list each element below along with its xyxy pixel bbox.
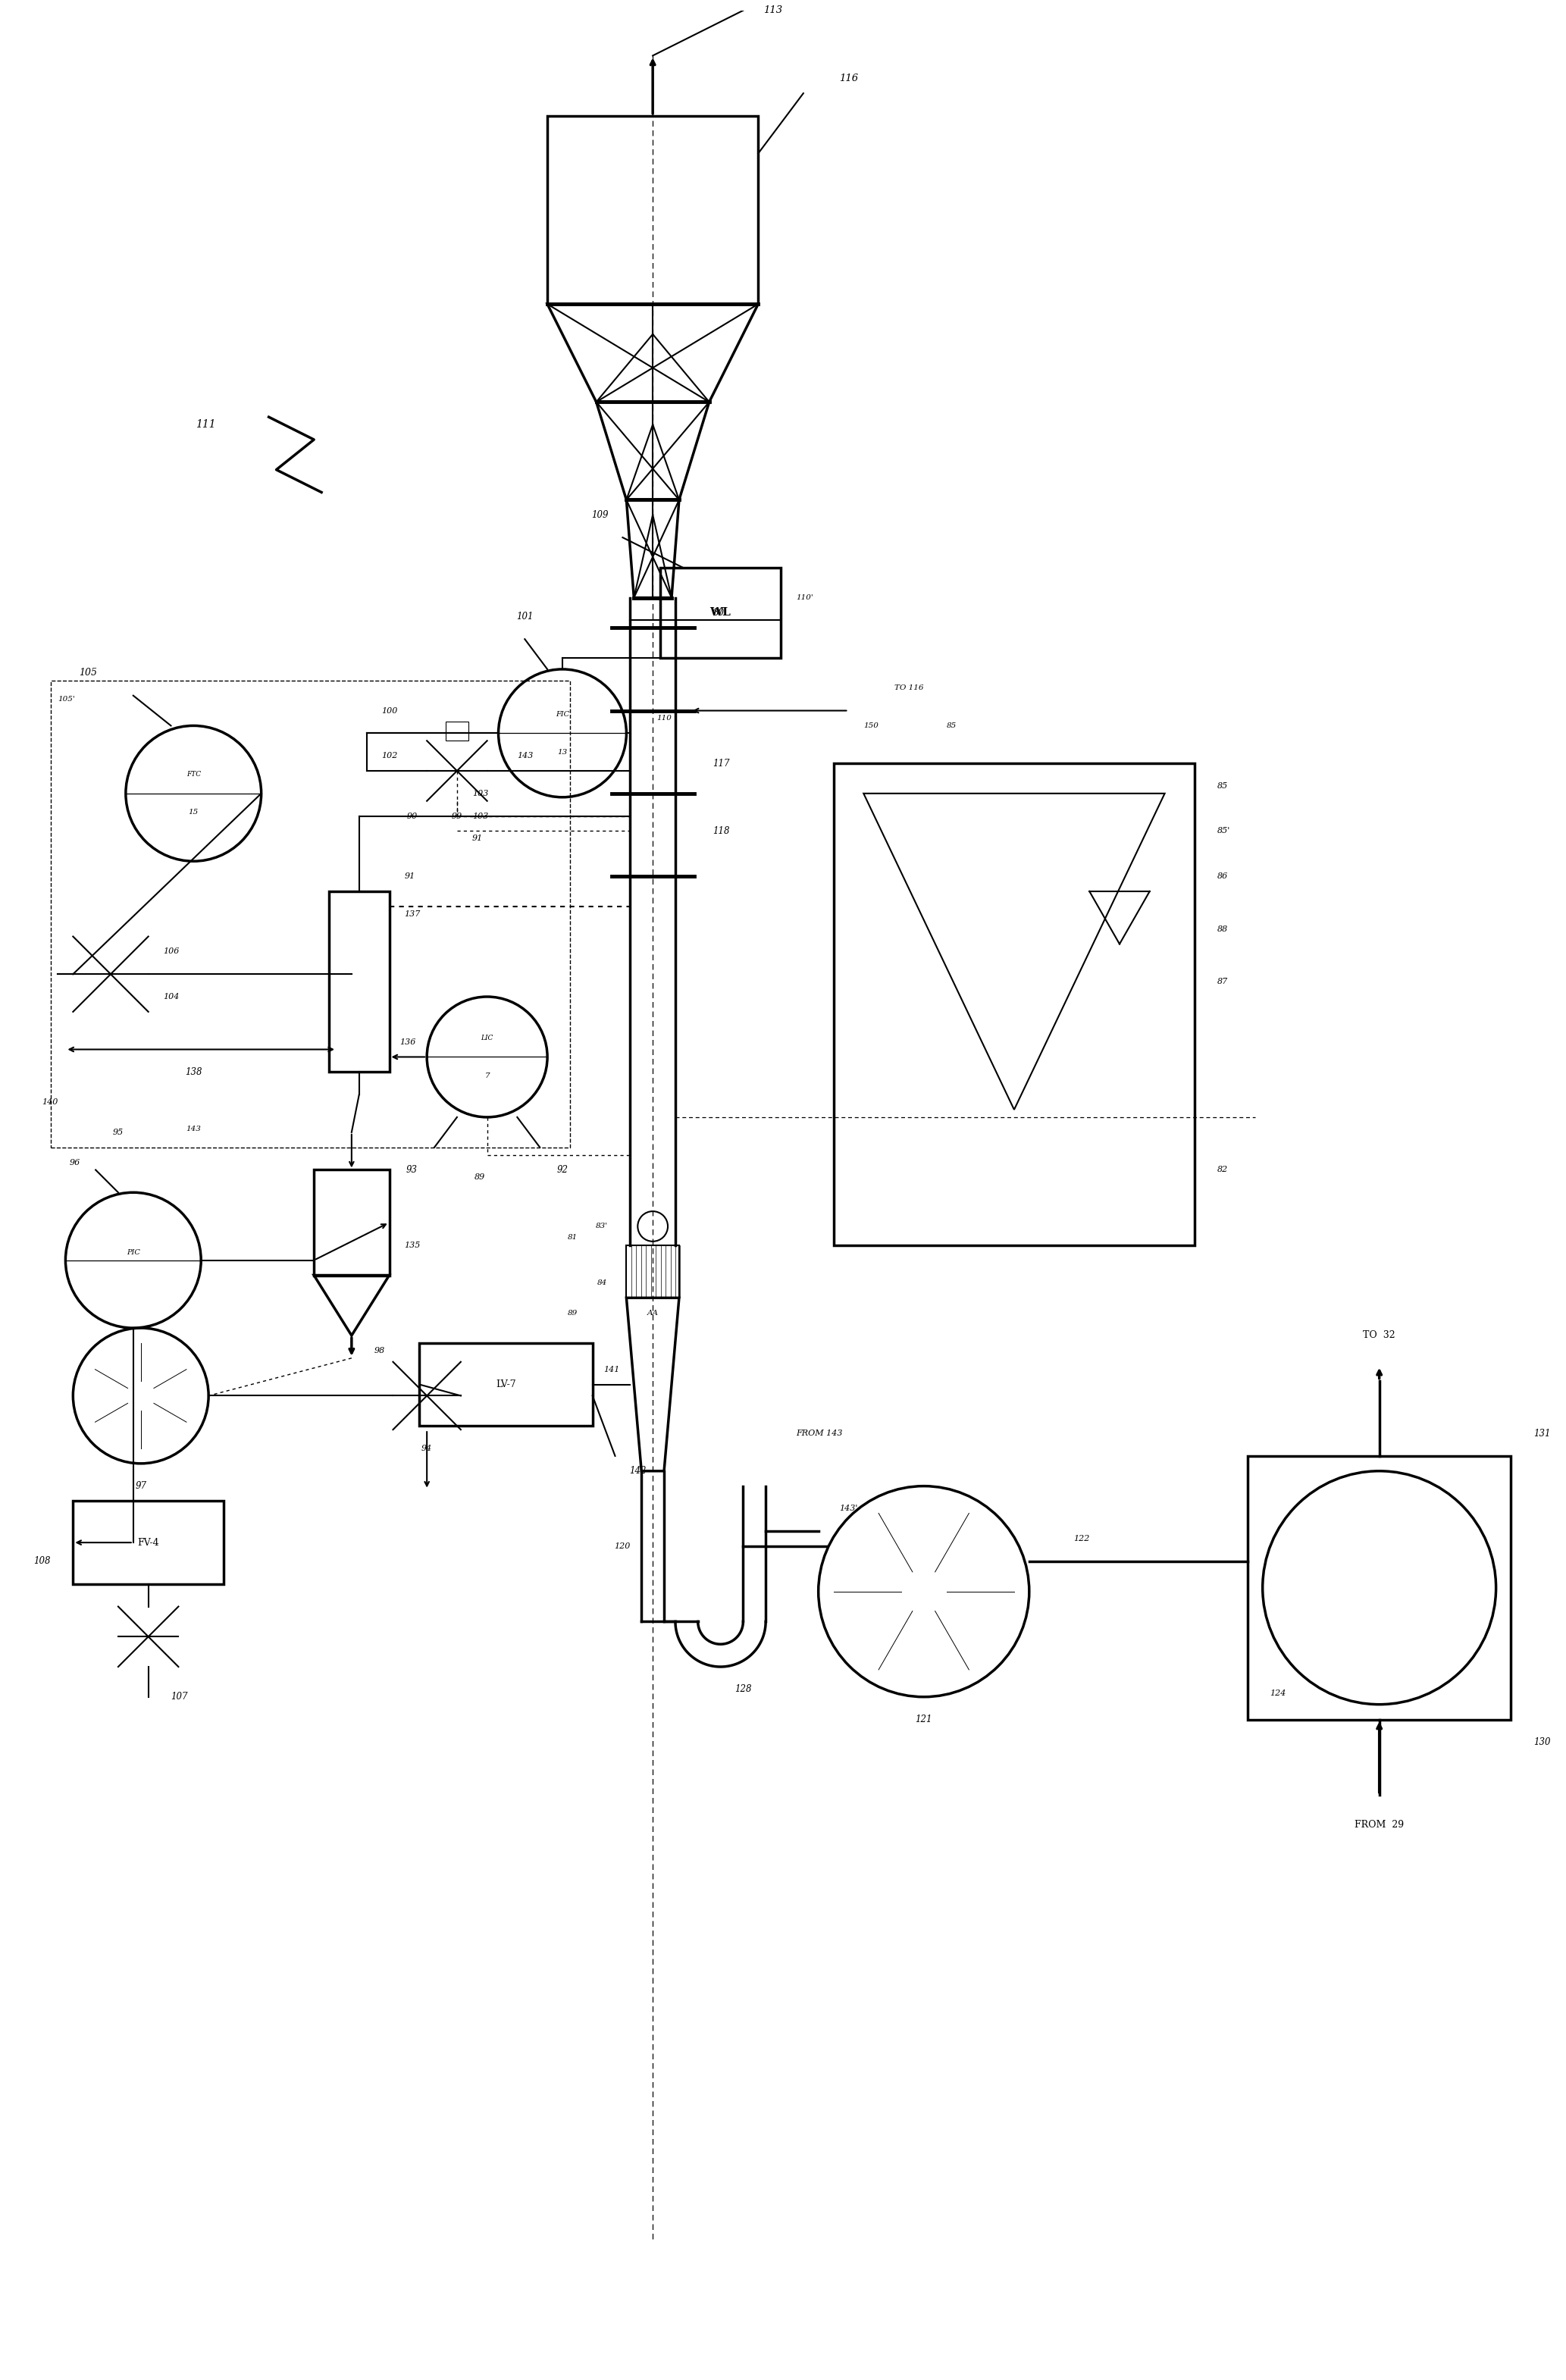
Text: FROM 143: FROM 143 <box>796 1430 843 1438</box>
Text: 120: 120 <box>614 1542 630 1549</box>
Bar <box>1248 1457 1511 1718</box>
Text: 13: 13 <box>557 750 567 754</box>
Text: 117: 117 <box>713 759 730 769</box>
Text: 136: 136 <box>399 1038 417 1045</box>
Text: TO 116: TO 116 <box>894 685 924 693</box>
Text: PIC: PIC <box>127 1250 139 1257</box>
Text: 85: 85 <box>1217 783 1228 790</box>
Text: 82: 82 <box>1217 1166 1228 1173</box>
Text: 141: 141 <box>603 1366 620 1373</box>
Text: 93: 93 <box>406 1164 418 1176</box>
Text: 143': 143' <box>839 1504 858 1511</box>
Text: 150: 150 <box>863 721 879 728</box>
Text: TO  32: TO 32 <box>1362 1330 1395 1340</box>
Text: 105': 105' <box>58 695 75 702</box>
Text: 99: 99 <box>451 812 462 819</box>
Text: LIC: LIC <box>481 1035 493 1042</box>
Text: 97: 97 <box>135 1480 147 1490</box>
Text: 95: 95 <box>113 1128 124 1135</box>
Bar <box>548 117 758 305</box>
Text: 104: 104 <box>163 992 180 1000</box>
Text: 137: 137 <box>404 909 421 919</box>
Text: 109: 109 <box>592 509 609 519</box>
Text: 89: 89 <box>567 1309 578 1316</box>
Text: 87: 87 <box>1217 978 1228 985</box>
Bar <box>74 1502 224 1585</box>
Text: 86: 86 <box>1217 873 1228 881</box>
Text: 142: 142 <box>630 1466 647 1476</box>
Text: 89: 89 <box>474 1173 485 1180</box>
Text: 116: 116 <box>839 74 858 83</box>
Text: 106: 106 <box>163 947 180 954</box>
Bar <box>313 1171 390 1276</box>
Text: 91: 91 <box>471 835 482 843</box>
Text: 85: 85 <box>946 721 957 728</box>
Bar <box>329 893 390 1071</box>
Text: 113: 113 <box>764 5 783 14</box>
Text: 91: 91 <box>404 873 415 881</box>
Bar <box>50 681 570 1147</box>
Text: 135: 135 <box>404 1242 421 1250</box>
Text: 96: 96 <box>70 1159 80 1166</box>
Bar <box>833 764 1195 1245</box>
Text: 103: 103 <box>471 790 489 797</box>
Text: LV-7: LV-7 <box>496 1380 517 1390</box>
Text: 121: 121 <box>915 1714 932 1725</box>
Text: 84: 84 <box>598 1280 608 1285</box>
Bar <box>420 1342 592 1426</box>
Text: 98: 98 <box>374 1347 385 1354</box>
Text: 80: 80 <box>713 607 725 619</box>
Text: 103: 103 <box>471 812 489 819</box>
Text: 88: 88 <box>1217 926 1228 933</box>
Text: 85': 85' <box>1217 828 1231 835</box>
Text: 118: 118 <box>713 826 730 835</box>
Bar <box>661 566 781 657</box>
Text: 138: 138 <box>185 1066 202 1076</box>
Text: 128: 128 <box>734 1685 752 1695</box>
Text: AA: AA <box>647 1309 658 1316</box>
Text: 102: 102 <box>382 752 398 759</box>
Text: 108: 108 <box>33 1557 50 1566</box>
Text: 110: 110 <box>656 714 672 721</box>
Text: 100: 100 <box>382 707 398 714</box>
Text: 105: 105 <box>78 669 97 678</box>
Text: 81: 81 <box>567 1235 578 1240</box>
Text: 110': 110' <box>796 595 813 602</box>
Text: 90: 90 <box>407 812 417 819</box>
Text: 143: 143 <box>186 1126 200 1133</box>
Text: 140: 140 <box>42 1097 58 1107</box>
Text: FV-4: FV-4 <box>138 1537 160 1547</box>
Text: 7: 7 <box>484 1073 490 1078</box>
Text: 107: 107 <box>171 1692 188 1702</box>
Text: FTC: FTC <box>186 771 200 778</box>
Text: 94: 94 <box>421 1445 432 1452</box>
Text: 111: 111 <box>196 419 216 431</box>
Text: FROM  29: FROM 29 <box>1355 1821 1405 1830</box>
Text: FIC: FIC <box>556 712 570 719</box>
Bar <box>446 721 468 740</box>
Text: 143: 143 <box>517 752 534 759</box>
Text: 124: 124 <box>1270 1690 1286 1697</box>
Text: 130: 130 <box>1533 1737 1550 1747</box>
Text: WL: WL <box>709 607 731 619</box>
Text: 83': 83' <box>595 1223 608 1230</box>
Text: 131: 131 <box>1533 1428 1550 1438</box>
Text: 122: 122 <box>1074 1535 1090 1542</box>
Text: 92: 92 <box>557 1164 568 1176</box>
Bar <box>626 1245 680 1297</box>
Text: 15: 15 <box>188 809 199 816</box>
Text: 101: 101 <box>517 612 534 621</box>
